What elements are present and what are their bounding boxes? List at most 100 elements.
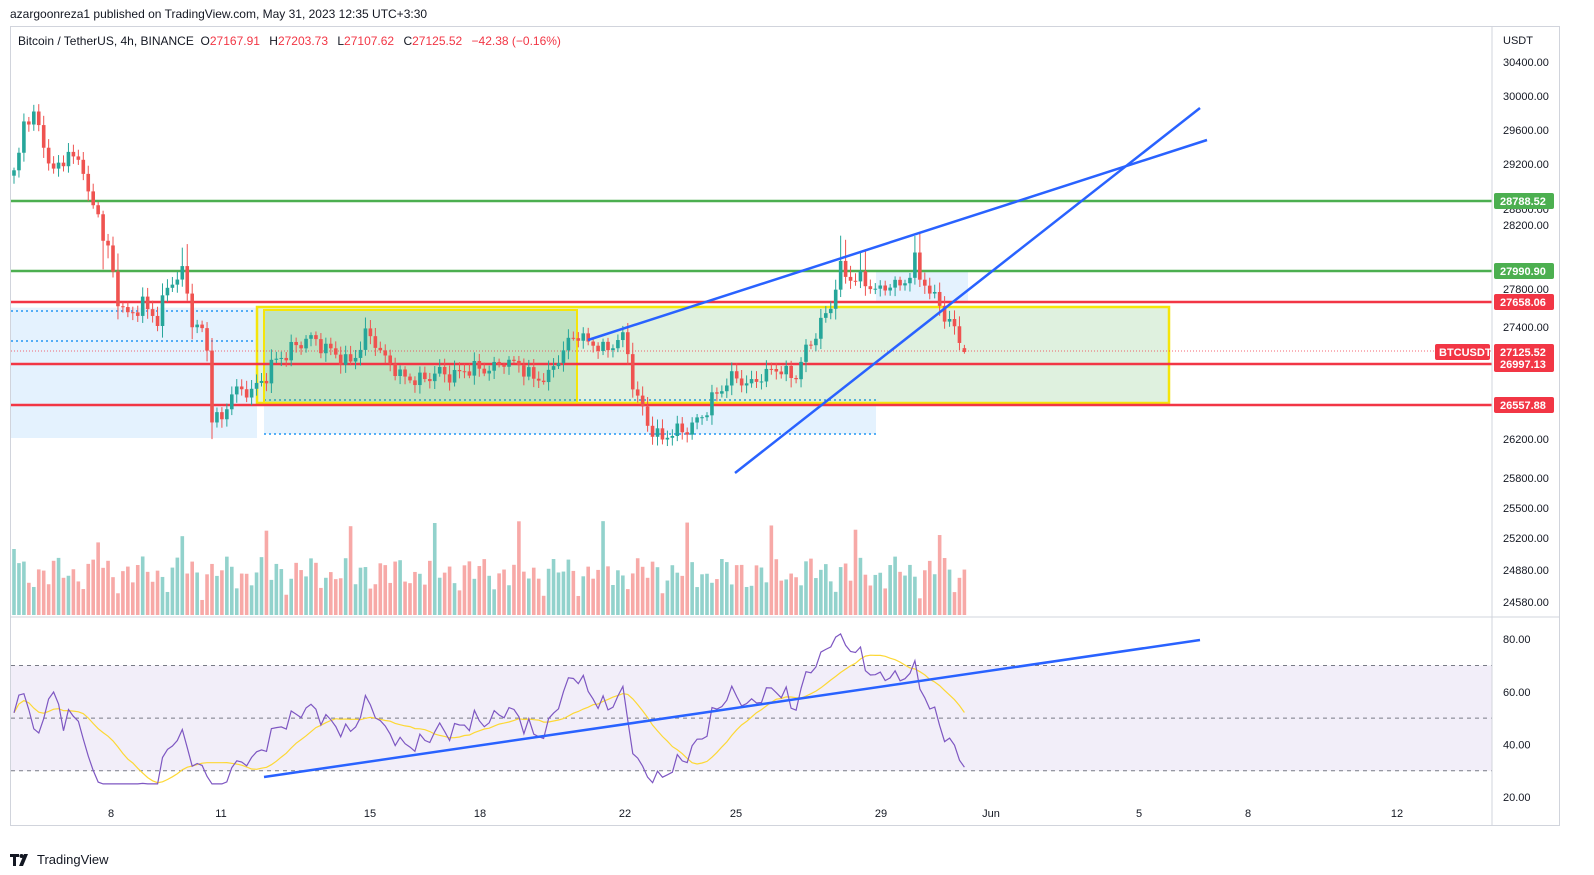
candle-body[interactable] (180, 266, 185, 280)
candle-body[interactable] (289, 341, 293, 361)
candle-body[interactable] (551, 366, 556, 370)
candle-body[interactable] (739, 378, 744, 386)
candle-body[interactable] (824, 313, 828, 318)
candle-body[interactable] (670, 436, 675, 438)
candle-body[interactable] (611, 348, 615, 351)
candle-body[interactable] (36, 111, 41, 126)
candle-body[interactable] (418, 372, 422, 386)
candle-body[interactable] (210, 350, 214, 423)
candle-body[interactable] (155, 315, 160, 326)
candle-body[interactable] (319, 339, 323, 354)
candle-body[interactable] (725, 385, 729, 392)
candle-body[interactable] (566, 337, 571, 351)
candle-body[interactable] (591, 341, 595, 346)
candle-body[interactable] (888, 287, 892, 291)
candle-body[interactable] (507, 359, 511, 367)
candle-body[interactable] (274, 358, 279, 360)
candle-body[interactable] (616, 340, 620, 349)
candle-body[interactable] (244, 389, 249, 398)
candle-body[interactable] (467, 371, 472, 376)
candle-body[interactable] (774, 369, 779, 372)
candle-body[interactable] (710, 392, 714, 416)
candle-body[interactable] (650, 425, 655, 437)
candle-body[interactable] (779, 371, 784, 375)
candle-body[interactable] (423, 372, 427, 380)
candle-body[interactable] (388, 355, 392, 364)
candle-body[interactable] (329, 343, 333, 349)
candle-body[interactable] (126, 307, 130, 313)
candle-body[interactable] (200, 324, 204, 329)
candle-body[interactable] (809, 344, 813, 346)
candle-body[interactable] (482, 368, 487, 374)
candle-body[interactable] (190, 293, 194, 328)
candle-body[interactable] (561, 350, 566, 364)
candle-body[interactable] (492, 361, 496, 371)
candle-body[interactable] (769, 368, 774, 370)
candle-body[interactable] (413, 380, 417, 386)
candle-body[interactable] (51, 163, 56, 169)
candle-body[interactable] (512, 359, 516, 361)
candle-body[interactable] (621, 332, 625, 341)
candle-body[interactable] (962, 348, 967, 352)
candle-body[interactable] (121, 306, 125, 308)
candle-body[interactable] (91, 191, 95, 206)
candle-body[interactable] (814, 338, 818, 346)
candle-body[interactable] (230, 394, 234, 410)
trendline-rising-support[interactable] (734, 107, 1201, 474)
candle-body[interactable] (685, 432, 689, 435)
candle-body[interactable] (348, 354, 353, 362)
candle-body[interactable] (927, 285, 932, 294)
candle-body[interactable] (754, 379, 759, 382)
candle-body[interactable] (447, 374, 452, 383)
candle-body[interactable] (398, 369, 402, 377)
symbol-title[interactable]: Bitcoin / TetherUS, 4h, BINANCE (18, 34, 194, 48)
candle-body[interactable] (299, 345, 303, 349)
candle-body[interactable] (487, 370, 491, 374)
candle-body[interactable] (12, 170, 16, 176)
candle-body[interactable] (744, 383, 749, 386)
candle-body[interactable] (932, 291, 937, 294)
candle-body[interactable] (804, 344, 808, 362)
candle-body[interactable] (665, 437, 670, 440)
candle-body[interactable] (918, 252, 922, 280)
candle-body[interactable] (655, 428, 660, 437)
rsi-trendline[interactable] (263, 638, 1201, 779)
candle-body[interactable] (645, 406, 650, 426)
candle-body[interactable] (333, 348, 338, 355)
candle-body[interactable] (220, 412, 224, 420)
candle-body[interactable] (160, 295, 165, 326)
candle-body[interactable] (472, 361, 477, 376)
candle-body[interactable] (675, 423, 680, 437)
candle-body[interactable] (324, 343, 328, 354)
candle-body[interactable] (873, 288, 878, 290)
candle-body[interactable] (46, 147, 51, 164)
candle-body[interactable] (720, 391, 724, 394)
candle-body[interactable] (606, 341, 610, 351)
candle-body[interactable] (903, 283, 907, 286)
candle-body[interactable] (131, 312, 135, 314)
candle-body[interactable] (660, 428, 665, 440)
candle-body[interactable] (942, 305, 947, 322)
candle-body[interactable] (626, 332, 630, 355)
candle-body[interactable] (784, 365, 788, 375)
candle-body[interactable] (239, 386, 244, 390)
candle-body[interactable] (843, 260, 848, 277)
candle-body[interactable] (799, 361, 803, 380)
candle-body[interactable] (680, 423, 685, 433)
candle-body[interactable] (457, 369, 462, 372)
candle-body[interactable] (368, 328, 373, 337)
candle-body[interactable] (937, 291, 942, 306)
candle-body[interactable] (947, 318, 952, 322)
candle-body[interactable] (309, 335, 313, 339)
candle-body[interactable] (794, 378, 798, 380)
candle-body[interactable] (913, 252, 917, 278)
candle-body[interactable] (393, 363, 397, 377)
candle-body[interactable] (32, 111, 36, 125)
candle-body[interactable] (789, 365, 793, 379)
candle-body[interactable] (353, 357, 358, 362)
candle-body[interactable] (858, 271, 863, 282)
candle-body[interactable] (462, 371, 467, 373)
candle-body[interactable] (185, 266, 190, 294)
candle-body[interactable] (586, 333, 590, 342)
candle-body[interactable] (581, 333, 586, 341)
